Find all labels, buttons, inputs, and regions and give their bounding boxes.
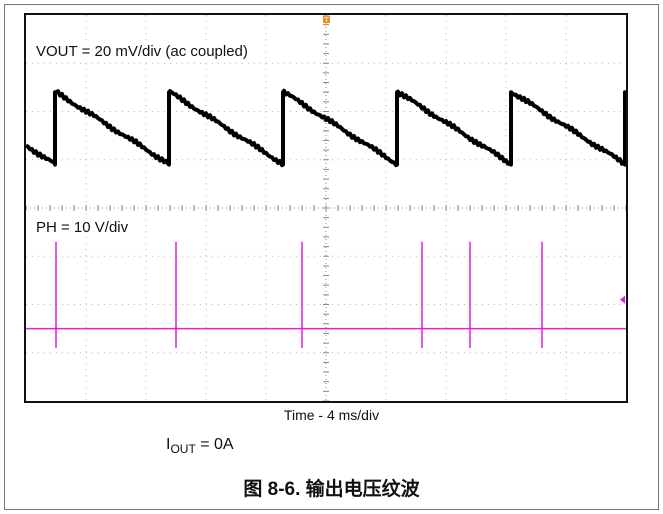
iout-annotation: IOUT = 0A <box>166 436 234 456</box>
trigger-marker <box>323 16 330 23</box>
iout-value: = 0A <box>195 436 234 453</box>
x-axis-label: Time - 4 ms/div <box>283 407 380 423</box>
ph-channel-label: PH = 10 V/div <box>34 219 131 236</box>
ph-channel-marker <box>620 295 625 304</box>
vout-channel-label: VOUT = 20 mV/div (ac coupled) <box>34 43 250 60</box>
iout-symbol: I <box>166 436 171 453</box>
oscilloscope-screen: T VOUT = 20 mV/div (ac coupled) PH = 10 … <box>24 13 628 403</box>
iout-subscript: OUT <box>170 442 196 456</box>
vout-trace <box>26 88 626 168</box>
scope-plot: T <box>26 15 626 401</box>
figure-caption: 图 8-6. 输出电压纹波 <box>243 479 420 500</box>
trigger-marker-label: T <box>323 16 329 24</box>
